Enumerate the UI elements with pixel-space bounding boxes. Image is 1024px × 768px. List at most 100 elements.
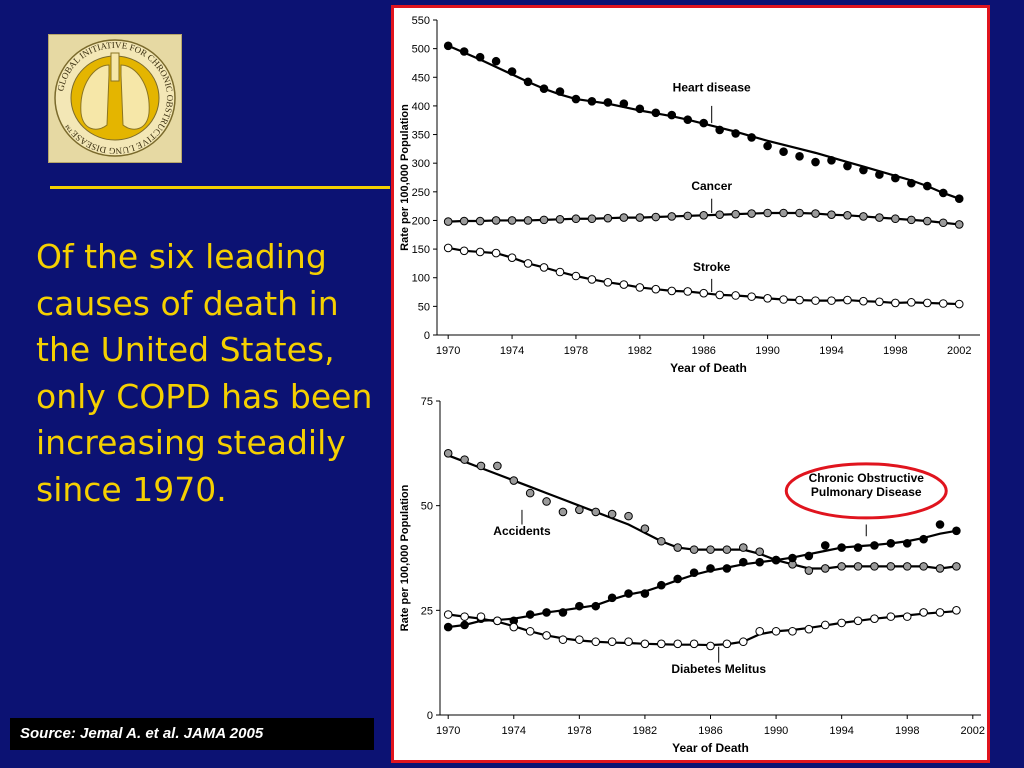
data-point bbox=[891, 298, 900, 308]
data-point bbox=[603, 98, 613, 107]
copd-highlight-ellipse bbox=[784, 462, 948, 520]
data-point bbox=[607, 593, 617, 603]
data-point bbox=[603, 213, 613, 223]
data-point bbox=[507, 253, 517, 262]
data-point bbox=[624, 511, 633, 521]
x-tick-label: 1978 bbox=[564, 345, 588, 357]
y-tick-label: 300 bbox=[412, 158, 430, 170]
data-point bbox=[859, 165, 868, 175]
data-point bbox=[558, 635, 568, 644]
data-point bbox=[651, 212, 661, 222]
data-point bbox=[827, 296, 836, 305]
data-point bbox=[575, 635, 584, 644]
data-point bbox=[811, 209, 820, 218]
data-point bbox=[738, 557, 748, 567]
data-point bbox=[539, 263, 549, 272]
lungs-icon: GLOBAL INITIATIVE FOR CHRONIC OBSTRUCTIV… bbox=[54, 39, 176, 157]
data-point bbox=[731, 129, 740, 138]
data-point bbox=[542, 608, 551, 617]
data-point bbox=[755, 547, 764, 557]
data-point bbox=[706, 564, 715, 573]
data-point bbox=[667, 286, 677, 296]
x-tick-label: 1998 bbox=[895, 725, 919, 737]
data-point bbox=[722, 564, 732, 573]
data-point bbox=[476, 612, 486, 621]
series-label: Stroke bbox=[693, 260, 731, 274]
data-point bbox=[443, 217, 453, 226]
y-tick-label: 50 bbox=[421, 501, 433, 513]
data-point bbox=[460, 612, 469, 621]
data-point bbox=[804, 551, 814, 561]
series-line bbox=[448, 529, 957, 629]
source-citation: Source: Jemal A. et al. JAMA 2005 bbox=[10, 718, 374, 750]
data-point bbox=[907, 178, 916, 188]
data-point bbox=[491, 248, 501, 258]
series-label: Diabetes Melitus bbox=[671, 662, 766, 676]
x-tick-label: 1990 bbox=[755, 345, 779, 357]
y-axis-title: Rate per 100,000 Population bbox=[399, 484, 411, 631]
data-point bbox=[804, 566, 814, 575]
data-point bbox=[820, 620, 830, 630]
data-point bbox=[491, 216, 501, 225]
x-tick-label: 1970 bbox=[436, 725, 460, 737]
chart-frame: 0 50 100 150 200 250 300 350 400 450 500 550 1970 197… bbox=[391, 5, 990, 763]
data-point bbox=[763, 141, 772, 151]
data-point bbox=[571, 271, 581, 281]
data-point bbox=[954, 299, 964, 309]
data-point bbox=[587, 275, 597, 284]
data-point bbox=[673, 543, 683, 552]
data-point bbox=[491, 56, 501, 66]
data-point bbox=[683, 211, 693, 221]
data-point bbox=[558, 507, 568, 517]
data-point bbox=[747, 292, 756, 301]
data-point bbox=[689, 545, 699, 554]
data-point bbox=[935, 564, 945, 573]
data-point bbox=[938, 299, 948, 308]
y-tick-label: 550 bbox=[412, 15, 430, 27]
data-point bbox=[837, 562, 846, 571]
data-point bbox=[523, 77, 533, 87]
data-point bbox=[827, 210, 836, 220]
data-point bbox=[591, 637, 601, 647]
data-point bbox=[523, 259, 533, 268]
data-point bbox=[542, 631, 551, 640]
y-tick-label: 500 bbox=[412, 44, 430, 56]
data-point bbox=[886, 539, 896, 548]
data-point bbox=[755, 557, 764, 567]
data-point bbox=[763, 294, 772, 303]
data-point bbox=[859, 296, 868, 306]
data-point bbox=[673, 639, 683, 649]
data-point bbox=[771, 555, 781, 565]
data-point bbox=[493, 616, 502, 626]
data-point bbox=[902, 562, 912, 571]
series-label: Cancer bbox=[691, 179, 732, 193]
y-tick-label: 25 bbox=[421, 605, 433, 617]
divider-line bbox=[50, 186, 390, 189]
data-point bbox=[689, 639, 699, 649]
data-point bbox=[571, 94, 581, 104]
y-tick-label: 150 bbox=[412, 244, 430, 256]
data-point bbox=[459, 216, 469, 226]
data-point bbox=[722, 545, 732, 554]
data-point bbox=[779, 147, 788, 157]
data-point bbox=[607, 637, 617, 647]
data-point bbox=[507, 216, 517, 225]
data-point bbox=[853, 543, 863, 552]
data-point bbox=[657, 536, 666, 546]
data-point bbox=[935, 608, 945, 617]
y-tick-label: 200 bbox=[412, 215, 430, 227]
data-point bbox=[493, 461, 502, 471]
data-point bbox=[542, 497, 551, 506]
y-tick-label: 50 bbox=[418, 301, 430, 313]
data-point bbox=[683, 115, 693, 124]
data-point bbox=[459, 47, 469, 56]
y-tick-label: 0 bbox=[424, 330, 430, 342]
data-point bbox=[558, 608, 568, 617]
data-point bbox=[853, 616, 863, 626]
x-tick-label: 1990 bbox=[764, 725, 788, 737]
data-point bbox=[922, 298, 932, 308]
x-tick-label: 1974 bbox=[502, 725, 526, 737]
data-point bbox=[853, 562, 863, 571]
data-point bbox=[667, 110, 677, 120]
data-point bbox=[902, 612, 912, 621]
